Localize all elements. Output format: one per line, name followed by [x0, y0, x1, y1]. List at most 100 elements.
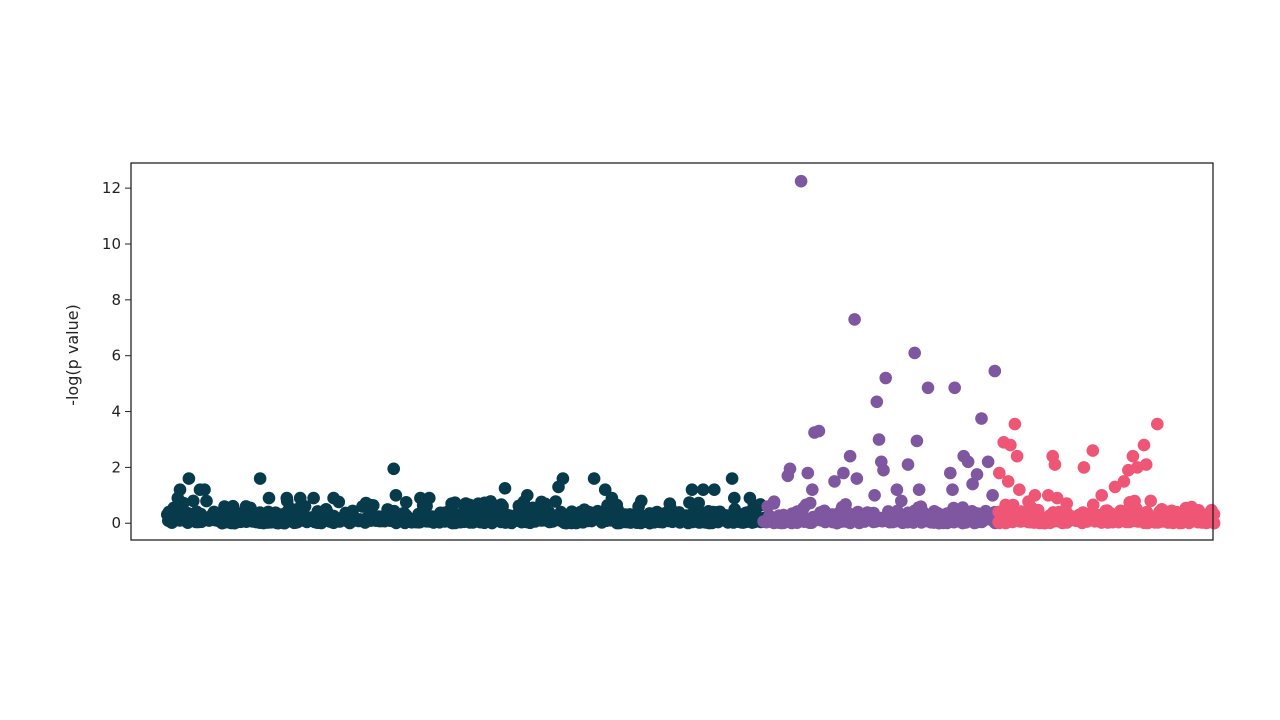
data-point — [1010, 449, 1024, 463]
data-point — [843, 449, 857, 463]
data-point — [182, 472, 196, 485]
data-point — [944, 466, 957, 480]
plot-area — [130, 162, 1214, 541]
data-point — [761, 500, 774, 513]
data-point — [1117, 475, 1131, 488]
data-point — [910, 434, 924, 448]
data-point — [868, 489, 881, 502]
data-point — [1207, 507, 1221, 521]
data-point — [445, 497, 458, 511]
data-point — [198, 483, 211, 497]
data-point — [399, 496, 413, 509]
data-point — [293, 491, 307, 505]
data-point — [605, 491, 619, 505]
data-point — [801, 466, 815, 480]
data-point — [521, 489, 534, 502]
data-point — [803, 496, 817, 510]
data-point — [812, 424, 826, 438]
data-point — [806, 483, 819, 497]
data-point — [632, 500, 645, 513]
data-point — [187, 494, 200, 508]
data-point — [890, 483, 904, 497]
data-point — [549, 495, 562, 508]
data-point — [872, 433, 886, 446]
y-tick-label: 8 — [111, 291, 121, 309]
data-point — [173, 483, 187, 497]
points-layer — [161, 174, 1221, 530]
data-point — [1137, 438, 1151, 452]
data-point — [685, 483, 699, 497]
data-point — [587, 472, 601, 485]
data-point — [870, 395, 884, 409]
data-point — [367, 499, 380, 512]
y-tick-label: 0 — [111, 514, 121, 532]
data-point — [1151, 417, 1164, 431]
data-point — [1001, 475, 1015, 488]
data-point — [895, 494, 908, 508]
data-point — [879, 371, 892, 385]
data-point — [1095, 489, 1108, 502]
data-point — [877, 463, 890, 477]
data-point — [1048, 458, 1062, 471]
data-point — [725, 472, 739, 485]
y-axis: 0 2 4 6 8 10 12 — [102, 179, 131, 532]
data-point — [1086, 444, 1100, 457]
data-point — [280, 491, 294, 505]
data-point — [948, 381, 961, 395]
data-point — [387, 462, 401, 476]
data-point — [970, 468, 984, 481]
data-point — [1207, 516, 1221, 530]
data-point — [218, 500, 231, 513]
data-point — [1050, 491, 1064, 505]
data-point — [423, 491, 436, 505]
data-point — [912, 483, 926, 497]
data-point — [743, 491, 757, 505]
data-point — [663, 497, 677, 511]
data-point — [472, 497, 485, 511]
data-point — [1004, 438, 1017, 452]
data-point — [1060, 497, 1073, 510]
data-point — [901, 458, 915, 471]
data-point — [414, 491, 427, 505]
data-point — [837, 466, 850, 480]
data-point — [253, 472, 267, 485]
data-point — [981, 455, 995, 469]
y-tick-label: 6 — [111, 347, 121, 365]
data-point — [1086, 498, 1100, 512]
data-point — [200, 494, 213, 508]
data-point — [356, 500, 369, 513]
data-point — [783, 462, 797, 476]
data-point — [1126, 449, 1140, 463]
data-point — [498, 482, 512, 495]
y-tick-label: 10 — [102, 235, 121, 253]
data-point — [850, 472, 864, 485]
data-point — [993, 466, 1006, 480]
data-point — [556, 472, 570, 485]
data-point — [1013, 483, 1026, 497]
data-point — [1139, 458, 1153, 471]
data-point — [794, 174, 808, 188]
y-tick-label: 4 — [111, 403, 121, 421]
data-point — [1159, 511, 1173, 524]
data-point — [1077, 461, 1091, 474]
data-point — [307, 491, 320, 505]
data-point — [683, 496, 696, 509]
data-point — [708, 483, 721, 497]
data-point — [1008, 417, 1022, 431]
data-point — [389, 489, 403, 502]
data-point — [988, 364, 1002, 378]
data-point — [692, 496, 705, 510]
data-point — [946, 483, 959, 497]
data-point — [921, 381, 935, 395]
data-point — [828, 475, 841, 488]
y-axis-label: -log(p value) — [63, 304, 82, 406]
data-point — [327, 491, 340, 505]
data-point — [908, 346, 921, 360]
data-point — [848, 313, 861, 326]
data-point — [262, 491, 276, 505]
data-point — [1028, 489, 1042, 502]
data-point — [966, 477, 979, 491]
y-tick-label: 12 — [102, 179, 121, 197]
data-point — [728, 491, 741, 505]
data-point — [696, 483, 710, 497]
